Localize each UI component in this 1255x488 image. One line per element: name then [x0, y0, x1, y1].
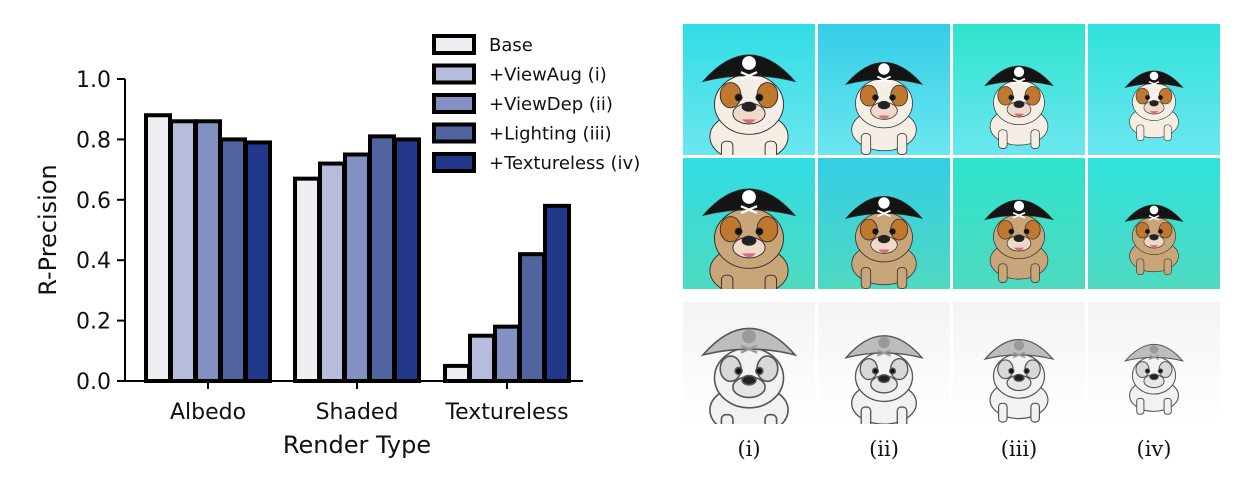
y-tick-label: 0.2	[76, 310, 111, 335]
bars	[144, 113, 571, 384]
legend-label: +Lighting (iii)	[489, 124, 612, 145]
render-albedo-1	[683, 24, 815, 155]
render-shaded-3	[953, 158, 1085, 289]
gallery-column-caption: (iii)	[1000, 437, 1038, 461]
x-tick-label: Textureless	[444, 400, 568, 425]
legend-label: +Textureless (iv)	[489, 153, 640, 174]
bulldog-render-gallery: (i)	[683, 24, 1223, 464]
bar	[318, 161, 346, 383]
bar	[493, 324, 521, 384]
y-tick-label: 1.0	[76, 68, 111, 93]
bar	[468, 333, 496, 384]
legend-swatch	[432, 93, 476, 114]
y-tick-label: 0.0	[76, 370, 111, 395]
bar	[219, 137, 247, 383]
legend-swatch	[432, 63, 476, 85]
render-shaded-1	[683, 158, 815, 289]
render-textureless-3	[953, 302, 1085, 424]
y-tick-label: 0.8	[76, 128, 111, 153]
bar	[518, 252, 546, 383]
bar	[194, 119, 222, 383]
bar	[393, 137, 421, 383]
render-shaded-4	[1088, 158, 1220, 289]
bar	[368, 134, 396, 383]
gallery-column-caption: (iv)	[1136, 437, 1172, 461]
render-textureless-1	[683, 302, 815, 424]
bar	[169, 119, 197, 383]
render-shaded-2	[818, 158, 950, 289]
render-textureless-4	[1088, 302, 1220, 424]
legend: Base +ViewAug (i) +ViewDep (ii) +Lighting (…	[432, 34, 640, 174]
legend-swatch	[432, 34, 476, 55]
x-tick-label: Shaded	[316, 400, 399, 425]
y-tick-label: 0.6	[76, 189, 111, 214]
y-axis-label: R-Precision	[34, 164, 62, 295]
bar	[343, 152, 371, 383]
render-albedo-3	[953, 24, 1085, 155]
render-albedo-2	[818, 24, 950, 155]
legend-label: Base	[489, 35, 533, 56]
gallery-column-caption: (i)	[737, 437, 761, 461]
bar	[443, 363, 471, 383]
bar	[144, 113, 172, 384]
legend-swatch	[432, 122, 476, 144]
x-axis-label: Render Type	[283, 431, 431, 459]
render-textureless-2	[818, 302, 950, 424]
bar	[543, 203, 571, 383]
legend-label: +ViewAug (i)	[489, 65, 607, 86]
gallery-column-caption: (ii)	[869, 437, 899, 461]
legend-label: +ViewDep (ii)	[489, 94, 613, 115]
render-albedo-4	[1088, 24, 1220, 155]
x-tick-label: Albedo	[170, 400, 246, 425]
r-precision-bar-chart: 0.0 0.2 0.4 0.6 0.8 1.0 R-Precision Albedo Shade…	[34, 34, 640, 459]
bar	[293, 176, 321, 383]
legend-swatch	[432, 152, 476, 173]
bar	[244, 140, 272, 383]
y-tick-label: 0.4	[76, 249, 111, 274]
axes: 0.0 0.2 0.4 0.6 0.8 1.0 R-Precision Albedo Shade…	[34, 68, 583, 459]
